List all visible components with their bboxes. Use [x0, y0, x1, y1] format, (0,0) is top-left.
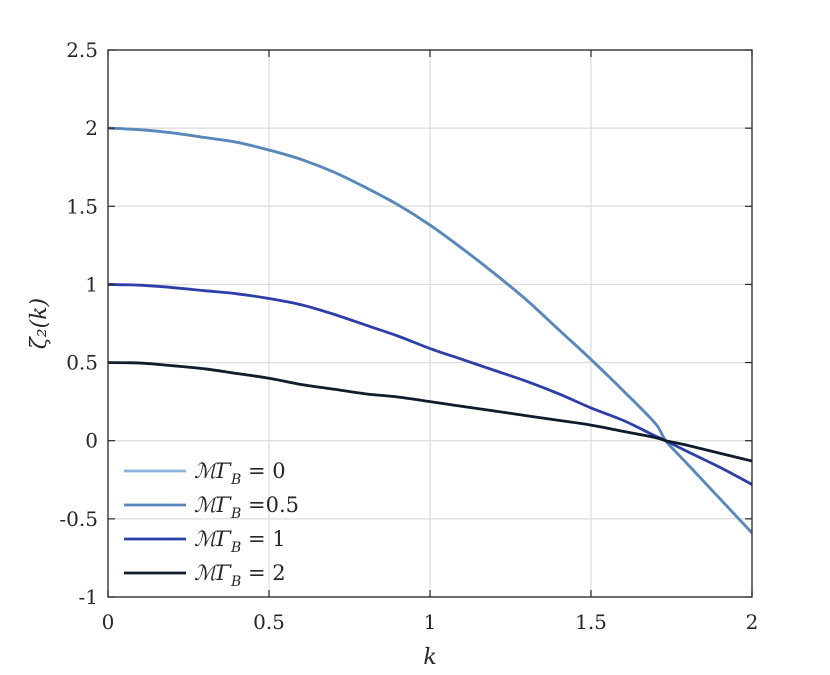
x-axis-label: k	[423, 645, 436, 670]
legend-entry-label: ℳΓB = 0	[194, 459, 286, 488]
series-line-3	[108, 361, 752, 463]
x-tick-label: 1	[424, 610, 437, 634]
y-tick-label: -1	[79, 585, 98, 609]
y-tick-label: 2	[85, 116, 98, 140]
x-tick-label: 0.5	[253, 610, 285, 634]
y-tick-label: 0.5	[66, 351, 98, 375]
series-line-1	[108, 126, 752, 534]
y-tick-label: 2.5	[66, 38, 98, 62]
x-tick-label: 1.5	[575, 610, 607, 634]
legend: ℳΓB = 0 ℳΓB =0.5 ℳΓB = 1 ℳΓB = 2	[124, 459, 299, 590]
y-axis-label: ζ₂(k)	[27, 298, 52, 349]
legend-entry-label: ℳΓB =0.5	[194, 493, 299, 522]
x-tick-labels: 0 0.5 1 1.5 2	[102, 610, 759, 634]
tick-marks	[107, 49, 753, 598]
x-tick-label: 2	[746, 610, 759, 634]
y-tick-labels: -1 -0.5 0 0.5 1 1.5 2 2.5	[59, 38, 98, 609]
y-tick-label: 1.5	[66, 194, 98, 218]
y-tick-label: 0	[85, 429, 98, 453]
legend-entry-label: ℳΓB = 2	[194, 561, 286, 590]
legend-entry-label: ℳΓB = 1	[194, 527, 286, 556]
x-tick-label: 0	[102, 610, 115, 634]
y-tick-label: -0.5	[59, 507, 98, 531]
y-tick-label: 1	[85, 272, 98, 296]
series-layer	[108, 126, 752, 534]
